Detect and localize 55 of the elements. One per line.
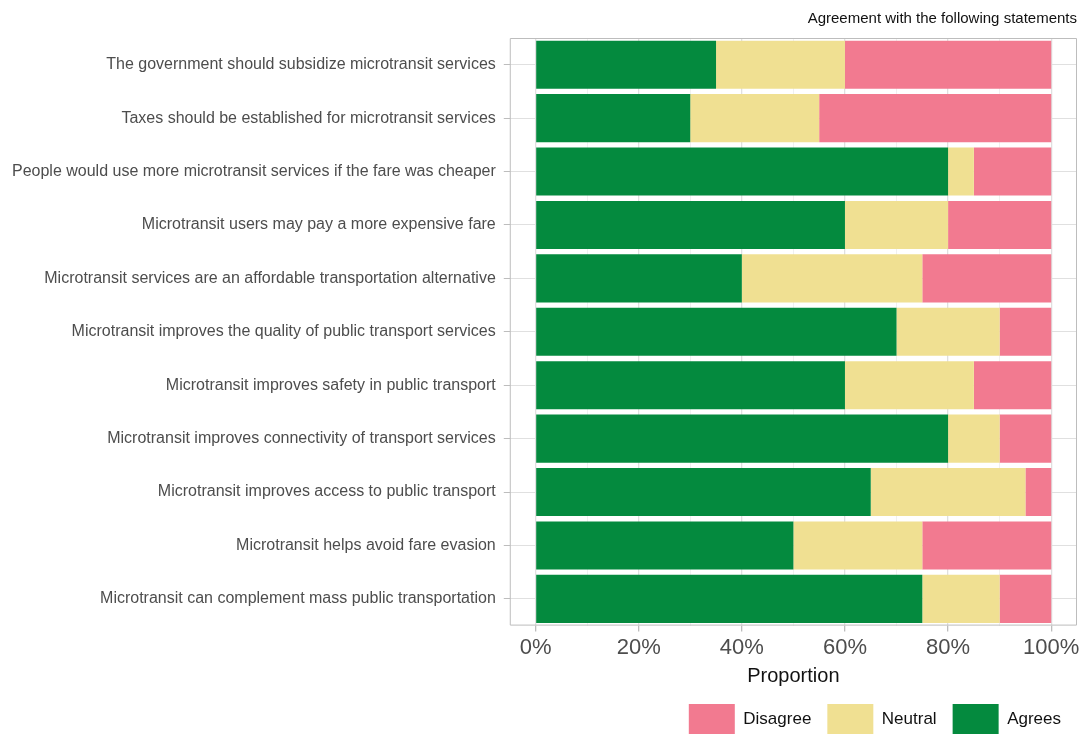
y-tick-label: Taxes should be established for microtransit services <box>121 108 496 126</box>
bar <box>896 307 1000 356</box>
bar <box>536 521 794 570</box>
bar <box>690 94 820 143</box>
bar <box>536 40 717 89</box>
legend-label: Disagree <box>743 708 812 728</box>
chart-title: Agreement with the following statements <box>807 9 1077 27</box>
bar <box>948 200 1052 249</box>
x-axis-title: Proportion <box>747 663 840 686</box>
bar <box>536 200 845 249</box>
y-tick-label: Microtransit users may pay a more expensive fare <box>141 215 496 233</box>
bar <box>922 521 1052 570</box>
bar <box>999 574 1052 623</box>
bar <box>922 574 1000 623</box>
bar <box>741 254 923 303</box>
bar <box>948 147 974 196</box>
bar <box>844 200 949 249</box>
bar <box>536 147 949 196</box>
y-tick-label: The government should subsidize microtransit services <box>106 55 496 73</box>
bar <box>536 361 845 410</box>
x-tick-label: 40% <box>719 633 764 659</box>
bar <box>536 307 897 356</box>
bar <box>819 94 1052 143</box>
bar <box>536 574 923 623</box>
bar <box>948 414 1000 463</box>
y-tick-label: Microtransit improves safety in public transport <box>165 375 497 393</box>
x-tick-label: 100% <box>1023 633 1080 659</box>
bar <box>536 414 949 463</box>
x-tick-label: 80% <box>926 633 971 659</box>
bar <box>973 147 1052 196</box>
bar <box>844 361 974 410</box>
y-tick-label: Microtransit services are an affordable transportation alternative <box>44 268 496 286</box>
y-tick-label: People would use more microtransit services if the fare was cheaper <box>11 161 497 179</box>
x-tick-label: 0% <box>519 633 552 659</box>
bar <box>844 40 1052 89</box>
y-tick-label: Microtransit improves the quality of public transport services <box>71 322 496 340</box>
bar <box>922 254 1052 303</box>
bar <box>793 521 923 570</box>
y-tick-label: Microtransit improves access to public transport <box>157 482 497 500</box>
x-tick-label: 60% <box>822 633 867 659</box>
bar <box>870 468 1026 517</box>
bar <box>973 361 1052 410</box>
legend-label: Neutral <box>881 708 937 728</box>
bar <box>536 94 691 143</box>
legend-label: Agrees <box>1007 708 1062 728</box>
bar <box>999 414 1052 463</box>
bar <box>716 40 845 89</box>
bar <box>999 307 1052 356</box>
bar <box>536 254 742 303</box>
x-tick-label: 20% <box>616 633 661 659</box>
bar <box>1025 468 1052 517</box>
y-tick-label: Microtransit improves connectivity of transport services <box>107 429 496 447</box>
y-tick-label: Microtransit helps avoid fare evasion <box>236 535 496 553</box>
y-tick-label: Microtransit can complement mass public transportation <box>100 589 496 607</box>
bar <box>536 468 871 517</box>
